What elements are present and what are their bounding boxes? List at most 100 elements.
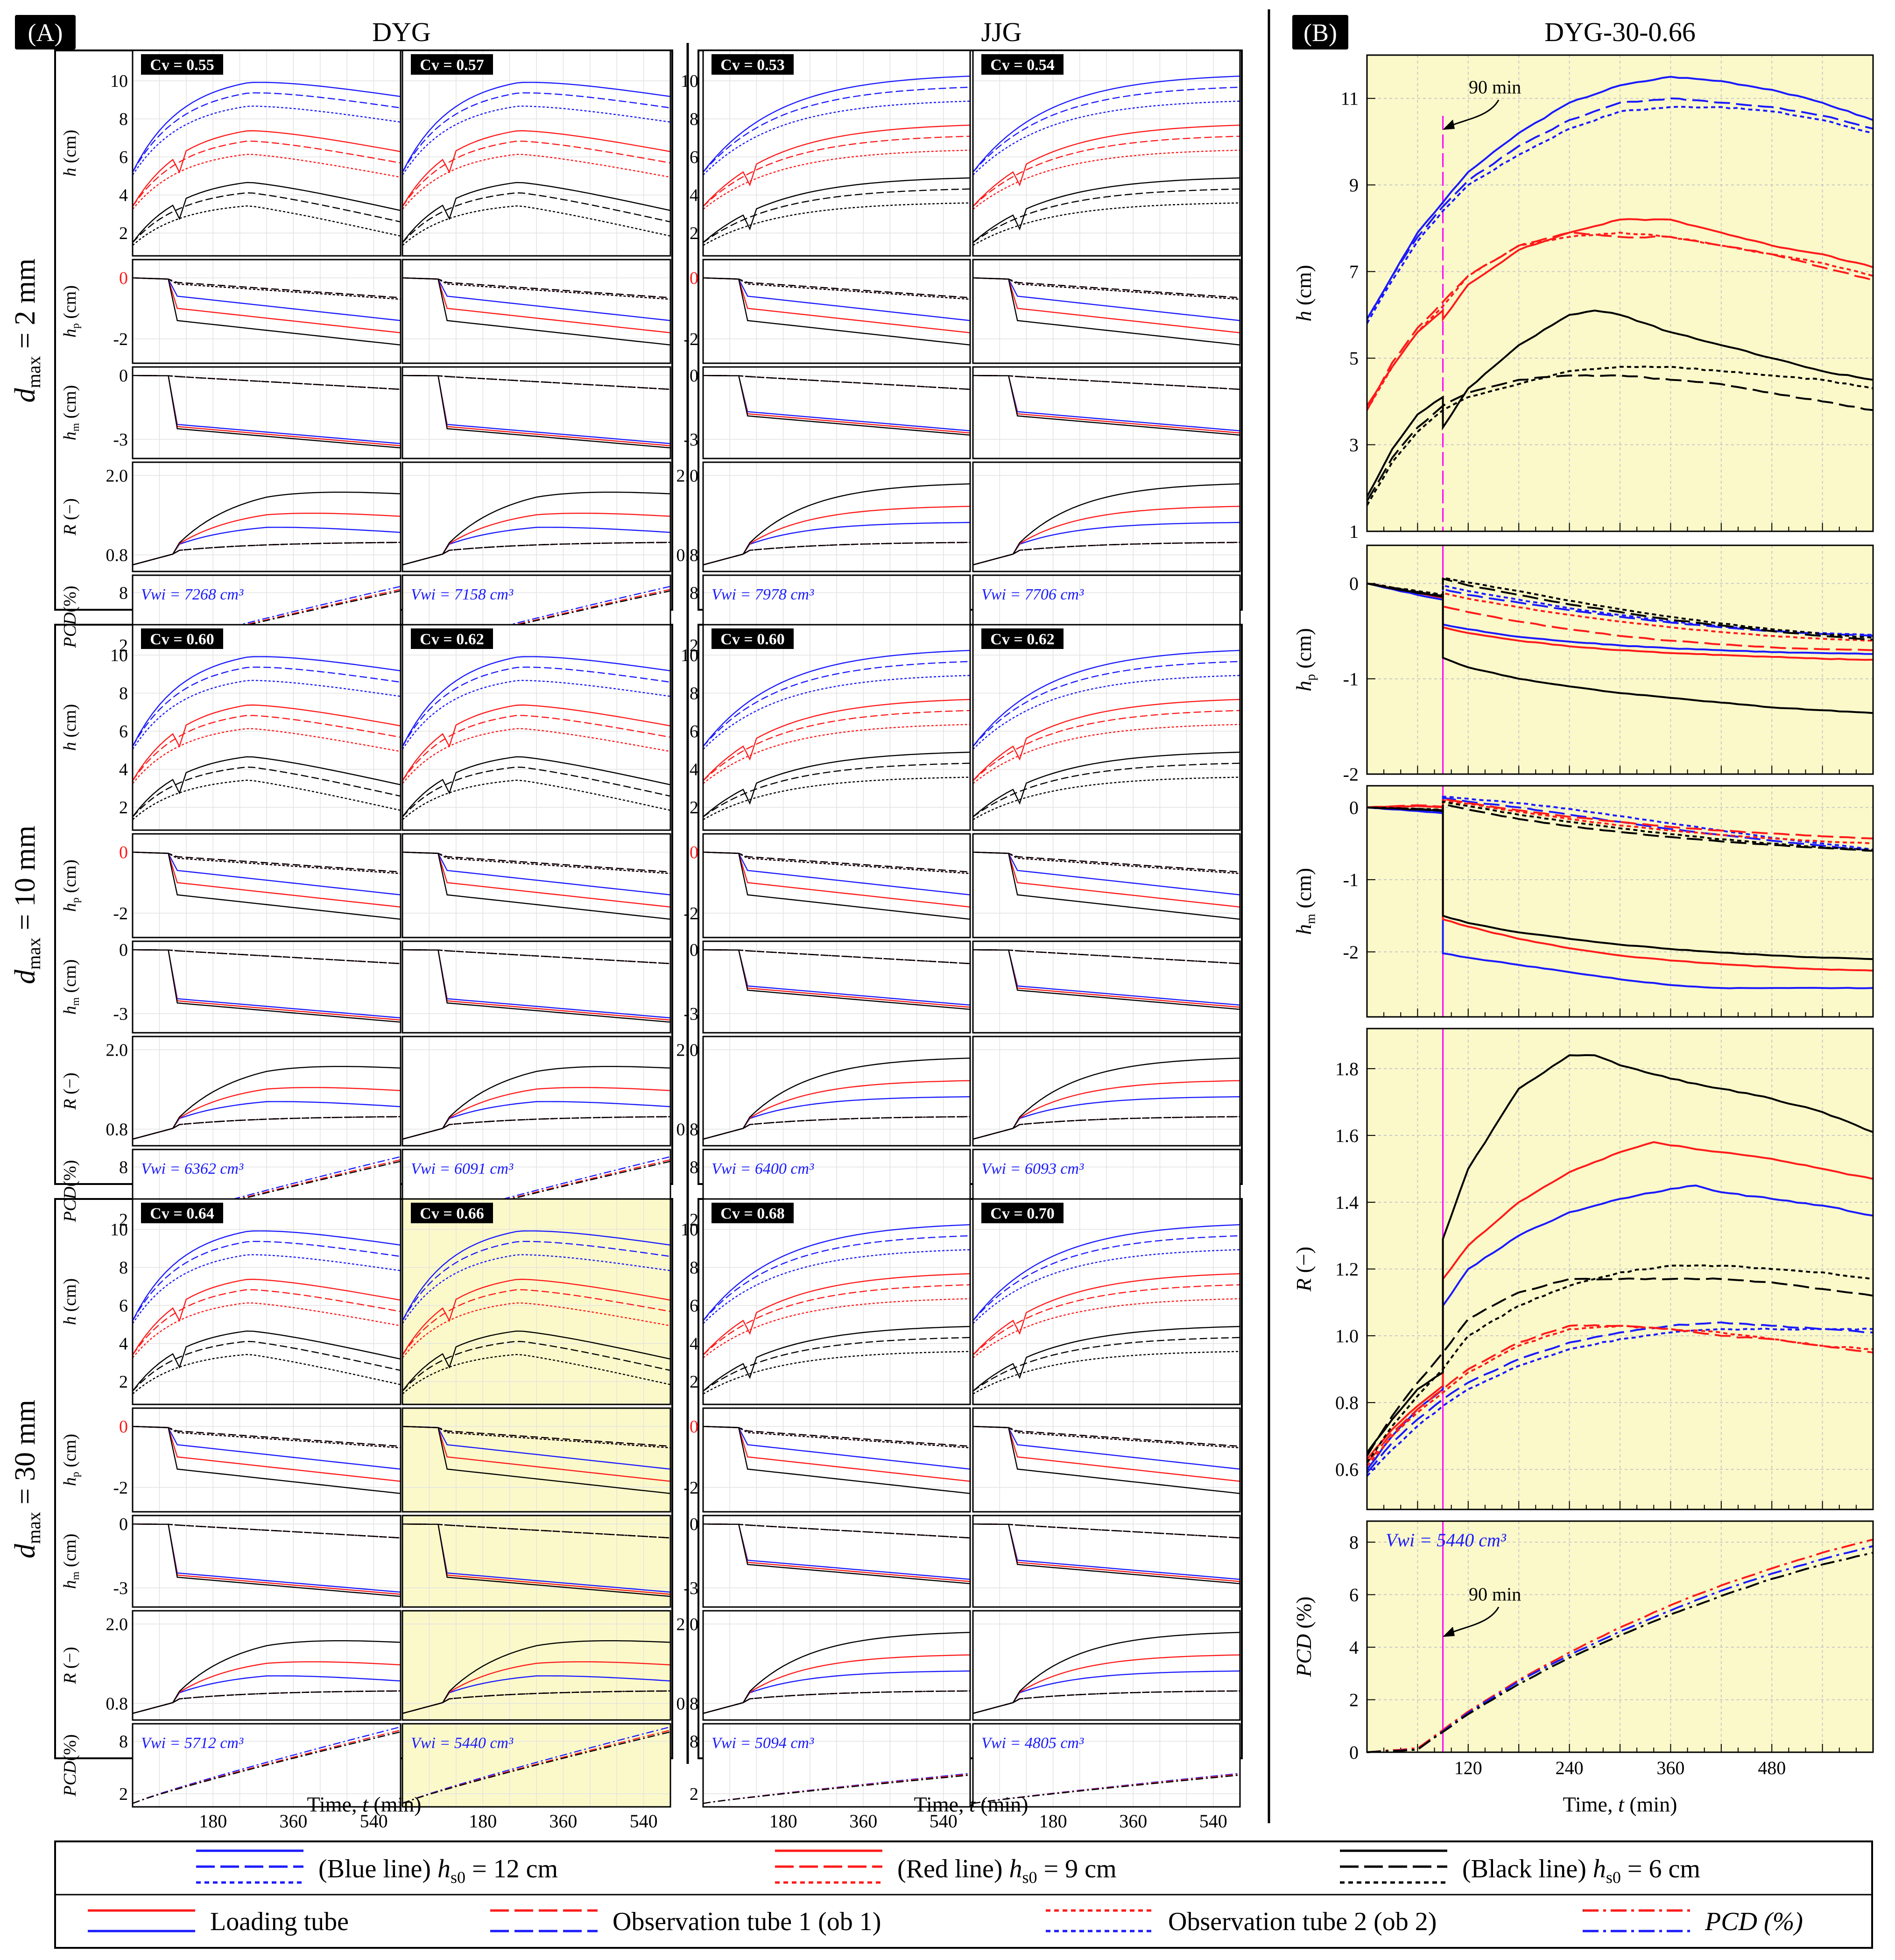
- axis-label-unit: (−): [60, 498, 80, 524]
- subplot-hm: [402, 940, 671, 1034]
- subplot-hp: 0 -2: [683, 1407, 971, 1513]
- mini-series: [402, 1426, 671, 1482]
- mini-series: [703, 277, 971, 321]
- y-tick-label: 0.8: [106, 1120, 128, 1140]
- plot-frame: [402, 1036, 671, 1147]
- mini-series: [703, 1224, 971, 1321]
- mini-series: [703, 1273, 971, 1355]
- y-tick-label: 2: [690, 1372, 698, 1392]
- mini-series: [972, 1298, 1240, 1359]
- panel-b-h: 1 3 5 7 9 11 h (cm): [1292, 54, 1874, 542]
- series-blue-ob1: [1366, 97, 1874, 320]
- mini-series: [132, 852, 401, 895]
- mini-series: [132, 277, 401, 345]
- mini-series: [132, 130, 401, 207]
- series-red-ob2: [1367, 582, 1874, 642]
- axis-label-unit: (cm): [60, 1278, 80, 1316]
- mini-series: [132, 182, 401, 243]
- mini-series: [703, 1523, 971, 1539]
- row-label-var: d: [9, 388, 41, 402]
- mini-series: [703, 776, 971, 820]
- legend-label-loading: Loading tube: [210, 1907, 349, 1936]
- subplot-hp: [402, 259, 671, 364]
- mini-series: [703, 1523, 971, 1539]
- y-tick-label: 8: [119, 1732, 128, 1751]
- y-tick-label: 0: [119, 1515, 128, 1534]
- subplot-hp: 0 -2: [683, 833, 971, 938]
- plot-frame: [132, 1610, 402, 1721]
- mini-series: [132, 1523, 401, 1539]
- cv-badge: Cv = 0.53: [720, 56, 784, 74]
- series-red-ob2: [1366, 232, 1874, 411]
- y-tick-label: 1.6: [1335, 1125, 1359, 1146]
- vwi-label: Vwi = 4805 cm³: [981, 1734, 1084, 1752]
- cv-badge-bg: [411, 628, 493, 649]
- axis-label-unit: (cm): [60, 860, 80, 897]
- mini-series: [132, 154, 401, 210]
- series-red-ob1: [1367, 582, 1874, 651]
- mini-series: [402, 1254, 671, 1324]
- subplot-h: 2 4 6 8 10: [110, 1198, 402, 1405]
- plot-frame: [702, 259, 971, 364]
- y-tick-label: 8: [119, 583, 128, 603]
- mini-series: [703, 1116, 971, 1140]
- panel-b-tag: (B): [1303, 19, 1337, 47]
- mini-series: [972, 1224, 1240, 1321]
- mini-series: [972, 135, 1240, 207]
- y-tick-label: -2: [683, 330, 698, 349]
- plot-frame: [702, 624, 971, 831]
- axis-label-small-1: hp (cm): [60, 285, 82, 338]
- subplot-PCD: 28: [690, 1723, 971, 1808]
- plot-frame: [702, 366, 971, 459]
- mini-series: [972, 124, 1240, 207]
- plot-frame: [1366, 544, 1874, 775]
- mini-series: [972, 724, 1240, 784]
- mini-series: [972, 177, 1240, 243]
- y-tick-label: 6: [690, 1296, 698, 1316]
- x-axis-label-unit: (min): [1624, 1792, 1677, 1816]
- mini-series: [402, 182, 671, 243]
- mini-series: [402, 1523, 671, 1539]
- x-tick-label: 360: [849, 1811, 877, 1832]
- mini-series: [132, 92, 401, 173]
- y-tick-label: -3: [113, 1579, 128, 1598]
- annotation-arrowhead: [1443, 1627, 1455, 1637]
- series-black-ob1: [1366, 374, 1874, 502]
- subplot-hp: 0 -2: [113, 833, 402, 938]
- plot-frame: [972, 49, 1241, 257]
- subplot-R: 0.8 2.0: [106, 1036, 402, 1147]
- y-tick-label: 0: [119, 366, 128, 386]
- plot-frame: [402, 1515, 671, 1608]
- series-red-ob2: [1367, 799, 1874, 845]
- cv-badge: Cv = 0.57: [420, 56, 484, 74]
- mini-series: [132, 728, 401, 784]
- mini-series: [132, 277, 401, 298]
- subplot-R: 0.8 2.0: [676, 1036, 971, 1147]
- y-tick-label: -2: [683, 904, 698, 924]
- series-blue-loading: [1366, 76, 1874, 320]
- x-axis-label: Time, t (min): [1563, 1792, 1677, 1816]
- case-panel-0: 2 4 6 8 10 0 -2 0 -3 0.8 2.0 2 8 Cv = 0.55 Vwi = 7268 …: [106, 49, 402, 659]
- mini-series: [402, 492, 671, 565]
- mini-series: [402, 1241, 671, 1321]
- axis-label-var: h: [60, 1477, 80, 1486]
- mini-series: [402, 1116, 671, 1140]
- mini-series: [402, 1330, 671, 1392]
- mini-series: [972, 675, 1240, 750]
- legend-label-var: h: [1009, 1854, 1022, 1883]
- mini-series: [703, 1690, 971, 1714]
- x-tick-label: 360: [279, 1811, 307, 1832]
- y-tick-label: 8: [119, 1258, 128, 1278]
- x-tick-label: 540: [1199, 1811, 1227, 1832]
- y-tick-label: 3: [1349, 435, 1359, 456]
- y-tick-label: 0: [119, 268, 128, 288]
- vwi-label: Vwi = 6400 cm³: [712, 1160, 814, 1177]
- mini-series: [132, 106, 401, 176]
- plot-frame: [972, 833, 1241, 938]
- mini-series: [972, 1523, 1240, 1585]
- x-tick-label: 180: [199, 1811, 227, 1832]
- mini-series: [402, 1726, 671, 1804]
- plot-frame: [972, 1610, 1241, 1721]
- legend: (Blue line) hs0 = 12 cm (Red line) hs0 = …: [54, 1840, 1873, 1949]
- x-axis-label-unit: (min): [368, 1792, 422, 1816]
